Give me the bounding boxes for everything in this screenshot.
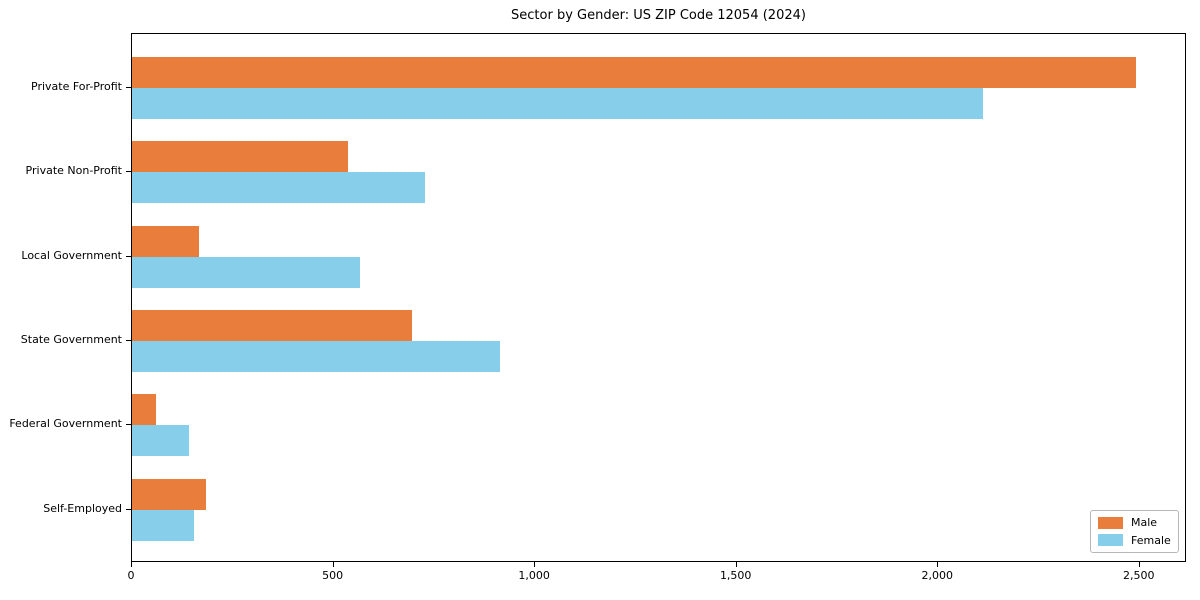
- bar-female-federal-government: [132, 425, 189, 457]
- bar-female-local-government: [132, 256, 361, 288]
- legend-label-female: Female: [1131, 533, 1171, 547]
- x-axis-label-0: 0: [127, 569, 135, 582]
- legend-label-male: Male: [1131, 516, 1158, 530]
- bar-male-local-government: [132, 225, 199, 257]
- x-axis-label-500: 500: [322, 569, 344, 582]
- bar-male-federal-government: [132, 394, 157, 426]
- bar-female-private-for-profit: [132, 88, 983, 119]
- x-tick-1500: [735, 562, 737, 567]
- y-tick-local-government: [126, 255, 131, 257]
- y-tick-self-employed: [126, 508, 131, 510]
- y-axis-label-self-employed: Self-Employed: [43, 501, 122, 515]
- bar-male-self-employed: [132, 478, 207, 510]
- x-axis-label-2500: 2,500: [1123, 569, 1155, 582]
- y-axis-label-federal-government: Federal Government: [9, 417, 122, 431]
- y-tick-private-non-profit: [126, 171, 131, 173]
- bar-male-private-non-profit: [132, 141, 348, 173]
- bar-female-self-employed: [132, 509, 195, 541]
- bar-male-private-for-profit: [132, 57, 1136, 88]
- y-tick-state-government: [126, 339, 131, 341]
- x-tick-2000: [937, 562, 939, 567]
- x-tick-2500: [1138, 562, 1140, 567]
- plot-area: [131, 33, 1186, 562]
- x-tick-0: [131, 562, 132, 567]
- y-axis-label-local-government: Local Government: [21, 248, 122, 262]
- bar-female-state-government: [132, 340, 501, 372]
- legend-swatch-female-icon: [1098, 534, 1123, 547]
- y-tick-federal-government: [126, 424, 131, 426]
- y-axis-label-private-non-profit: Private Non-Profit: [25, 164, 122, 178]
- legend-swatch-male-icon: [1098, 516, 1123, 529]
- y-axis-label-private-for-profit: Private For-Profit: [31, 80, 122, 93]
- x-axis-label-2000: 2,000: [921, 569, 954, 582]
- x-tick-1000: [534, 562, 536, 567]
- bar-female-private-non-profit: [132, 172, 426, 204]
- y-axis-label-state-government: State Government: [20, 332, 122, 346]
- x-tick-500: [332, 562, 334, 567]
- legend-entry-female: Female: [1098, 534, 1171, 547]
- chart-title: Sector by Gender: US ZIP Code 12054 (202…: [511, 8, 806, 23]
- bar-male-state-government: [132, 309, 412, 341]
- x-axis-label-1000: 1,000: [518, 569, 550, 582]
- y-tick-private-for-profit: [126, 87, 131, 88]
- legend: Male Female: [1090, 510, 1179, 553]
- x-axis-label-1500: 1,500: [719, 569, 752, 582]
- legend-entry-male: Male: [1098, 516, 1171, 529]
